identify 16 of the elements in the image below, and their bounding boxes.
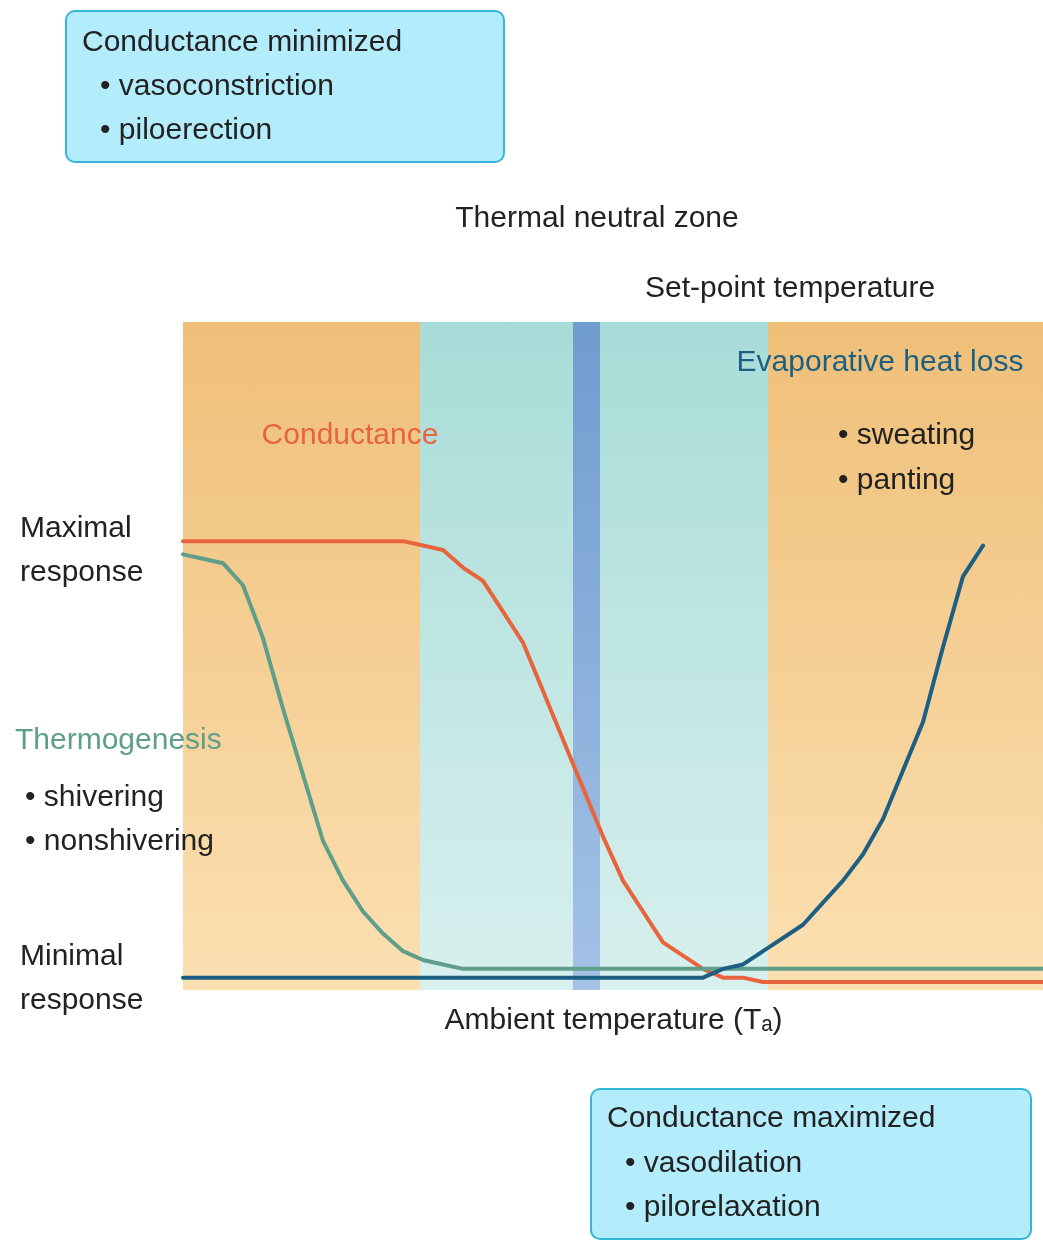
annotation: • nonshivering [25,823,214,856]
text: Maximal response [20,510,144,587]
x-axis-title: Ambient temperature (Tₐ) [444,1001,783,1035]
text: Evaporative heat loss [736,344,1024,377]
text: Minimal response [20,938,144,1015]
text: Conductance minimized [82,24,403,57]
text: • piloerection [100,112,273,145]
text: • vasodilation [625,1145,803,1178]
text: • vasoconstriction [100,68,334,101]
text: Conductance maximized [607,1100,936,1133]
text: Thermal neutral zone [455,200,739,233]
text: Set-point temperature [645,270,936,303]
text: • panting [838,462,956,495]
text: • sweating [838,417,976,450]
text: • shivering [25,779,164,812]
text: • pilorelaxation [625,1189,821,1222]
